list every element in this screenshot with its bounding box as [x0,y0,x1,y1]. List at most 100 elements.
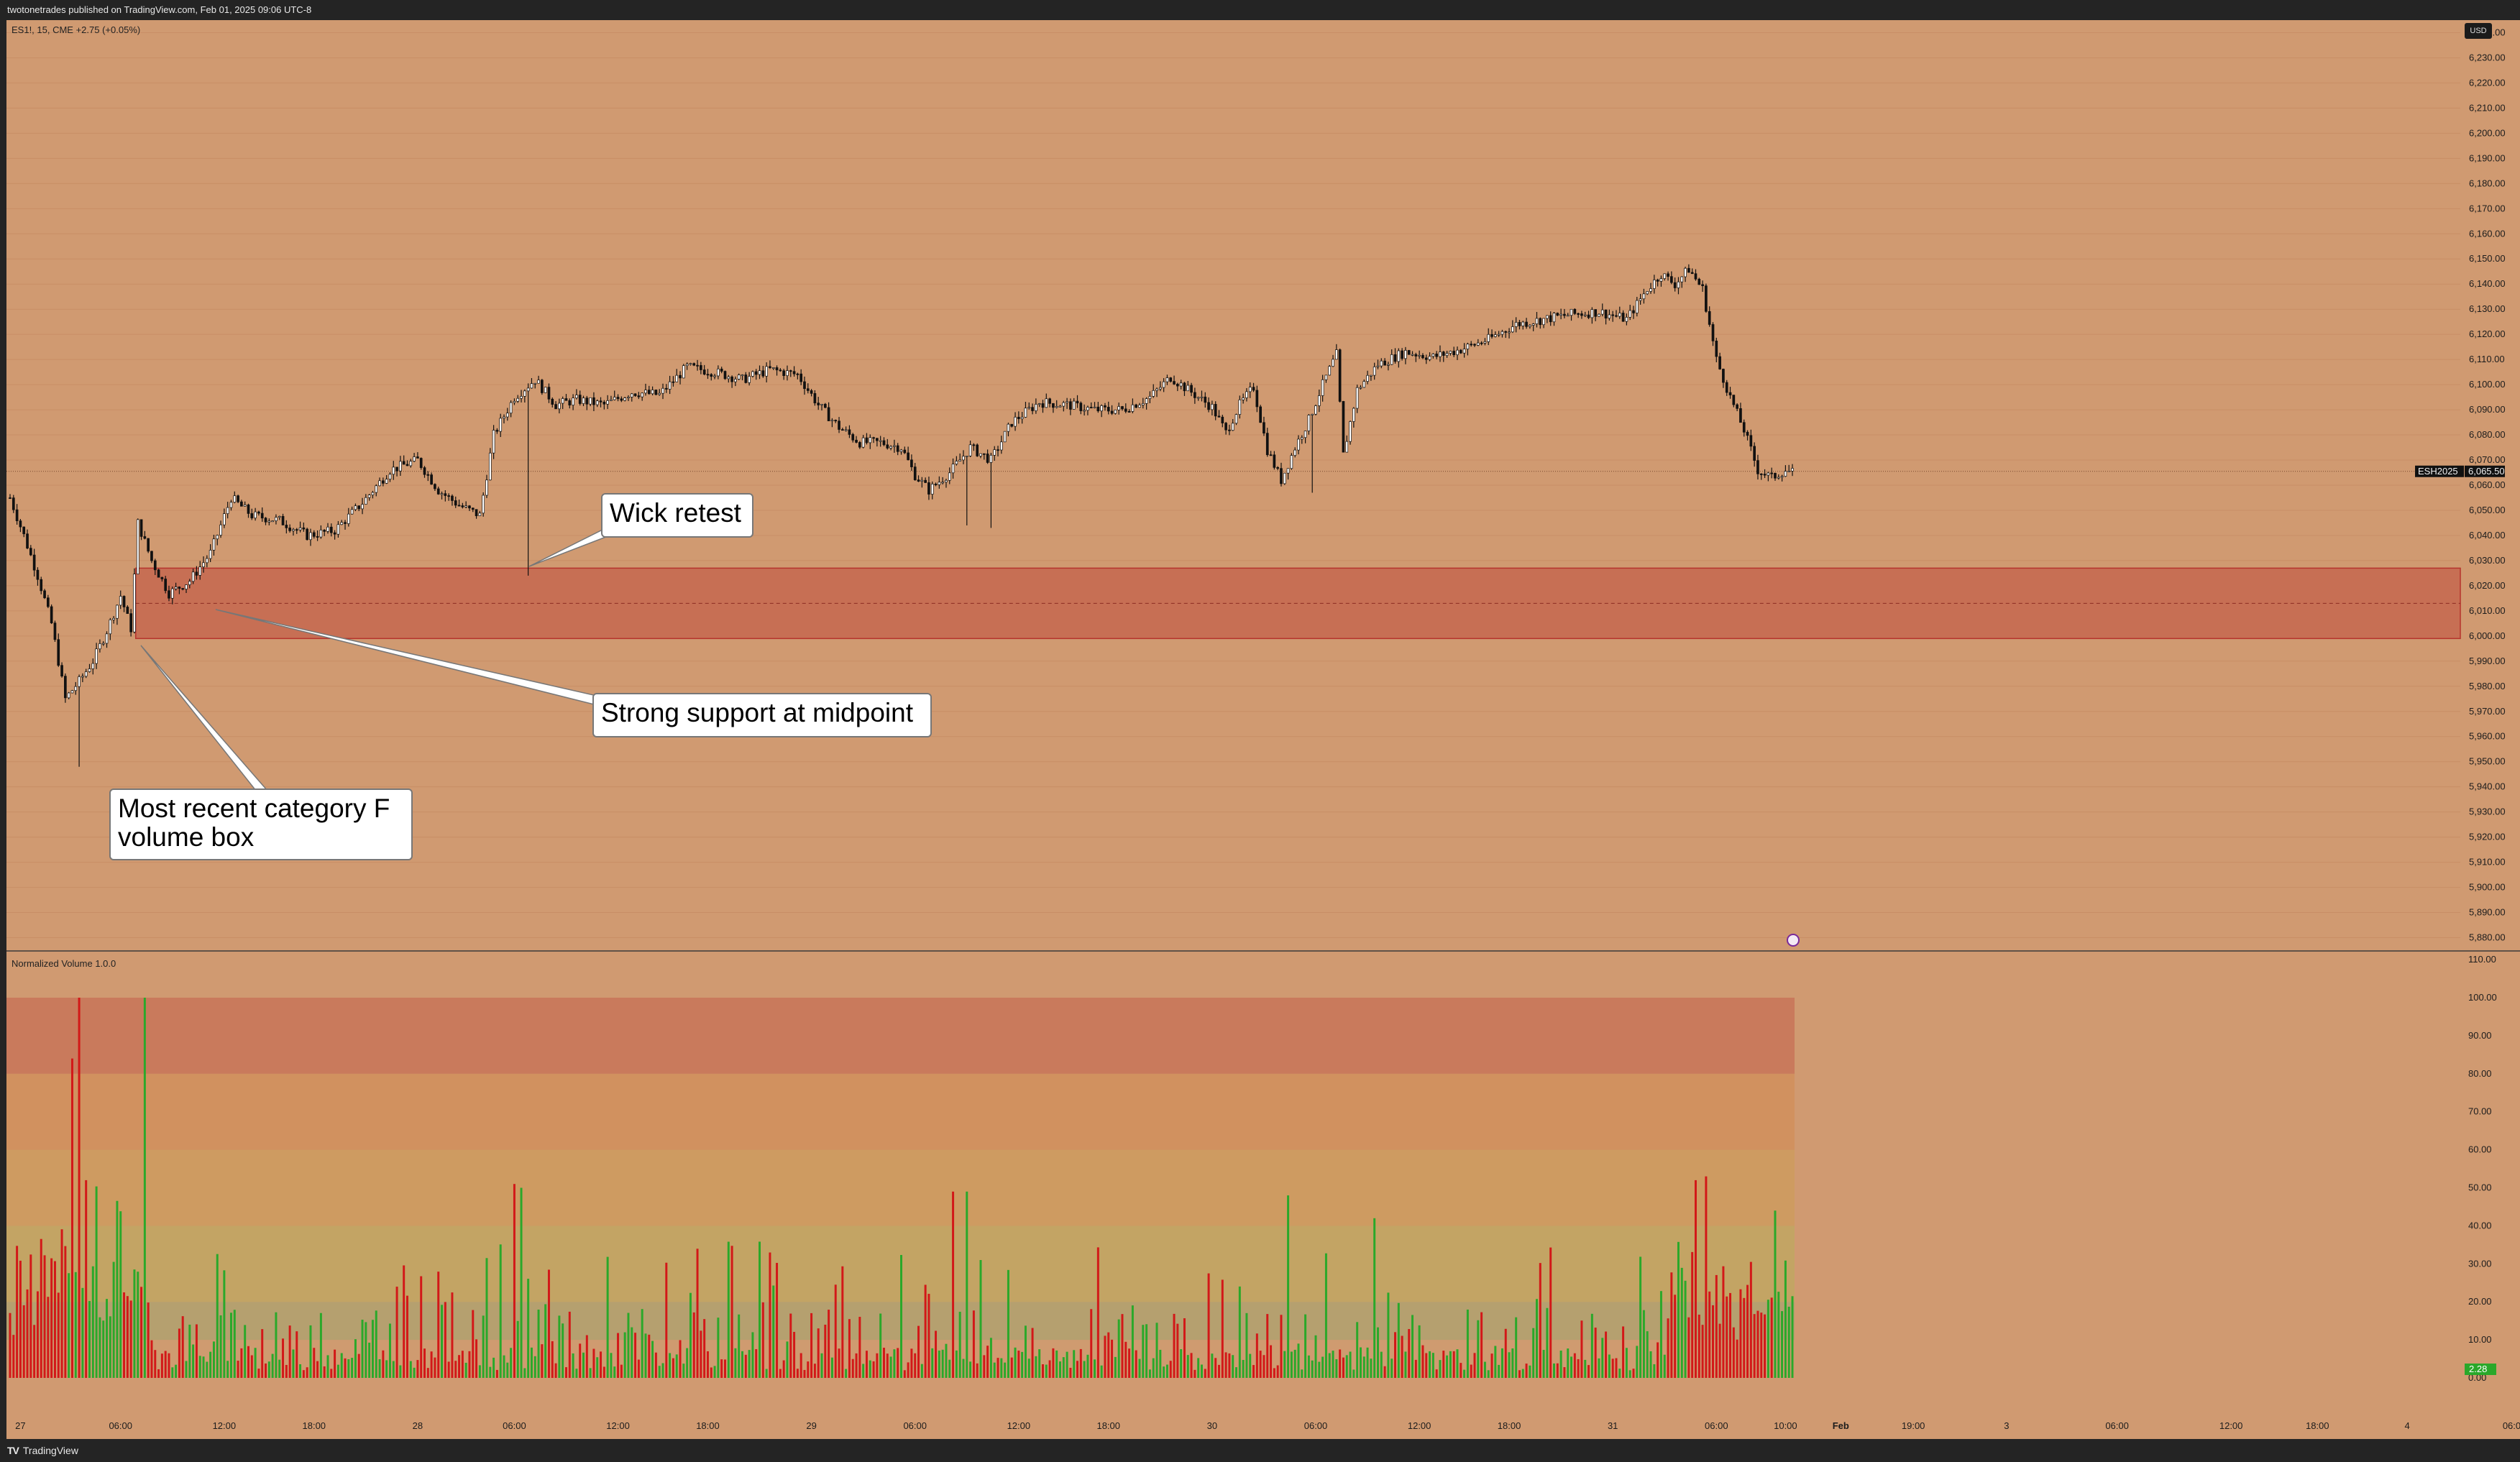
price-tick-label: 6,140.00 [2469,278,2506,289]
volume-bar [1473,1353,1476,1378]
volume-bar [637,1359,640,1378]
volume-bar [1743,1297,1746,1378]
candle-body [1742,422,1746,433]
volume-bar [1618,1369,1621,1378]
volume-bar [1287,1195,1290,1378]
candle-body [1407,350,1411,355]
candle-body [413,456,416,462]
volume-bar [416,1360,419,1378]
volume-bar [334,1349,336,1378]
candle-body [979,453,982,456]
volume-bar [250,1355,253,1378]
volume-bar [1636,1346,1639,1378]
volume-bar [1411,1315,1414,1378]
volume-bar [755,1349,758,1378]
candle-body [1110,410,1114,414]
candle-body [219,524,222,535]
volume-bar [862,1364,865,1378]
volume-bar [1107,1332,1110,1378]
candle-body [423,467,426,475]
volume-bar [1442,1351,1445,1378]
candle-body [250,513,254,519]
volume-bar [972,1310,975,1378]
volume-bar [537,1309,540,1378]
volume-bar [1659,1291,1662,1378]
volume-bar [330,1369,333,1378]
candle-body [1121,406,1124,410]
time-tick-label: 4 [2405,1420,2410,1431]
volume-bar [1131,1305,1134,1378]
volume-bar [1726,1296,1728,1378]
price-tick-label: 6,060.00 [2469,479,2506,490]
volume-bar [620,1364,623,1378]
indicator-legend[interactable]: Normalized Volume 1.0.0 [12,958,116,969]
candle-body [606,400,609,405]
candle-body [1207,402,1210,410]
volume-bar [527,1279,530,1378]
volume-bar [1525,1364,1528,1378]
candle-body [561,398,564,404]
brand-name: TradingView [22,1445,78,1456]
volume-tick-label: 80.00 [2468,1068,2492,1079]
volume-bar [1504,1328,1507,1378]
volume-bar [986,1346,989,1378]
volume-bar [123,1292,126,1378]
time-tick-label: 12:00 [1007,1420,1031,1431]
candle-body [513,400,516,403]
volume-bar [1756,1310,1759,1378]
volume-tick-label: 100.00 [2468,992,2497,1003]
volume-bar [910,1348,913,1378]
candle-body [1155,388,1158,391]
volume-bar [1781,1311,1784,1378]
volume-bar [627,1312,630,1378]
price-tick-label: 6,190.00 [2469,152,2506,163]
candle-body [948,472,951,481]
candle-body [302,527,306,530]
volume-bar [1038,1349,1041,1378]
candle-body [451,495,454,501]
candle-body [1055,406,1058,408]
candle-body [668,381,672,390]
candle-body [206,558,209,564]
time-tick-label: 12:00 [213,1420,237,1431]
candle-body [12,497,15,510]
volume-bar [1521,1369,1524,1378]
candle-body [1349,421,1352,442]
candle-body [641,392,644,397]
candle-body [1452,351,1456,355]
volume-bar [1024,1325,1027,1378]
candle-body [1041,403,1045,408]
candle-body [572,397,574,405]
price-tick-label: 6,220.00 [2469,77,2506,88]
candle-body [409,461,413,466]
candle-body [1183,382,1186,392]
candle-body [1476,342,1480,346]
volume-bar [931,1348,934,1378]
time-tick-label: 30 [1207,1420,1217,1431]
volume-bar [1705,1176,1708,1378]
volume-bar [233,1310,236,1378]
volume-bar [1418,1325,1421,1378]
volume-bar [1352,1369,1355,1378]
candle-body [930,484,934,495]
candle-body [1642,293,1646,300]
volume-bar [761,1302,764,1378]
candle-body [22,526,26,535]
candle-body [1763,474,1767,476]
candles [9,264,1794,767]
candle-body [160,576,164,579]
volume-bar [817,1328,820,1378]
candle-body [371,492,375,495]
volume-bar [282,1338,285,1378]
tradingview-brand[interactable]: TV TradingView [7,1445,78,1456]
candle-body [989,454,993,463]
candle-body [647,390,651,395]
time-tick-label: 06:00 [2105,1420,2129,1431]
symbol-legend[interactable]: ES1!, 15, CME +2.75 (+0.05%) [12,24,141,35]
volume-bar [1439,1360,1442,1378]
currency-button[interactable]: USD [2465,23,2492,39]
volume-bar [1663,1354,1666,1378]
volume-bar [1380,1351,1383,1378]
candle-body [464,505,468,507]
